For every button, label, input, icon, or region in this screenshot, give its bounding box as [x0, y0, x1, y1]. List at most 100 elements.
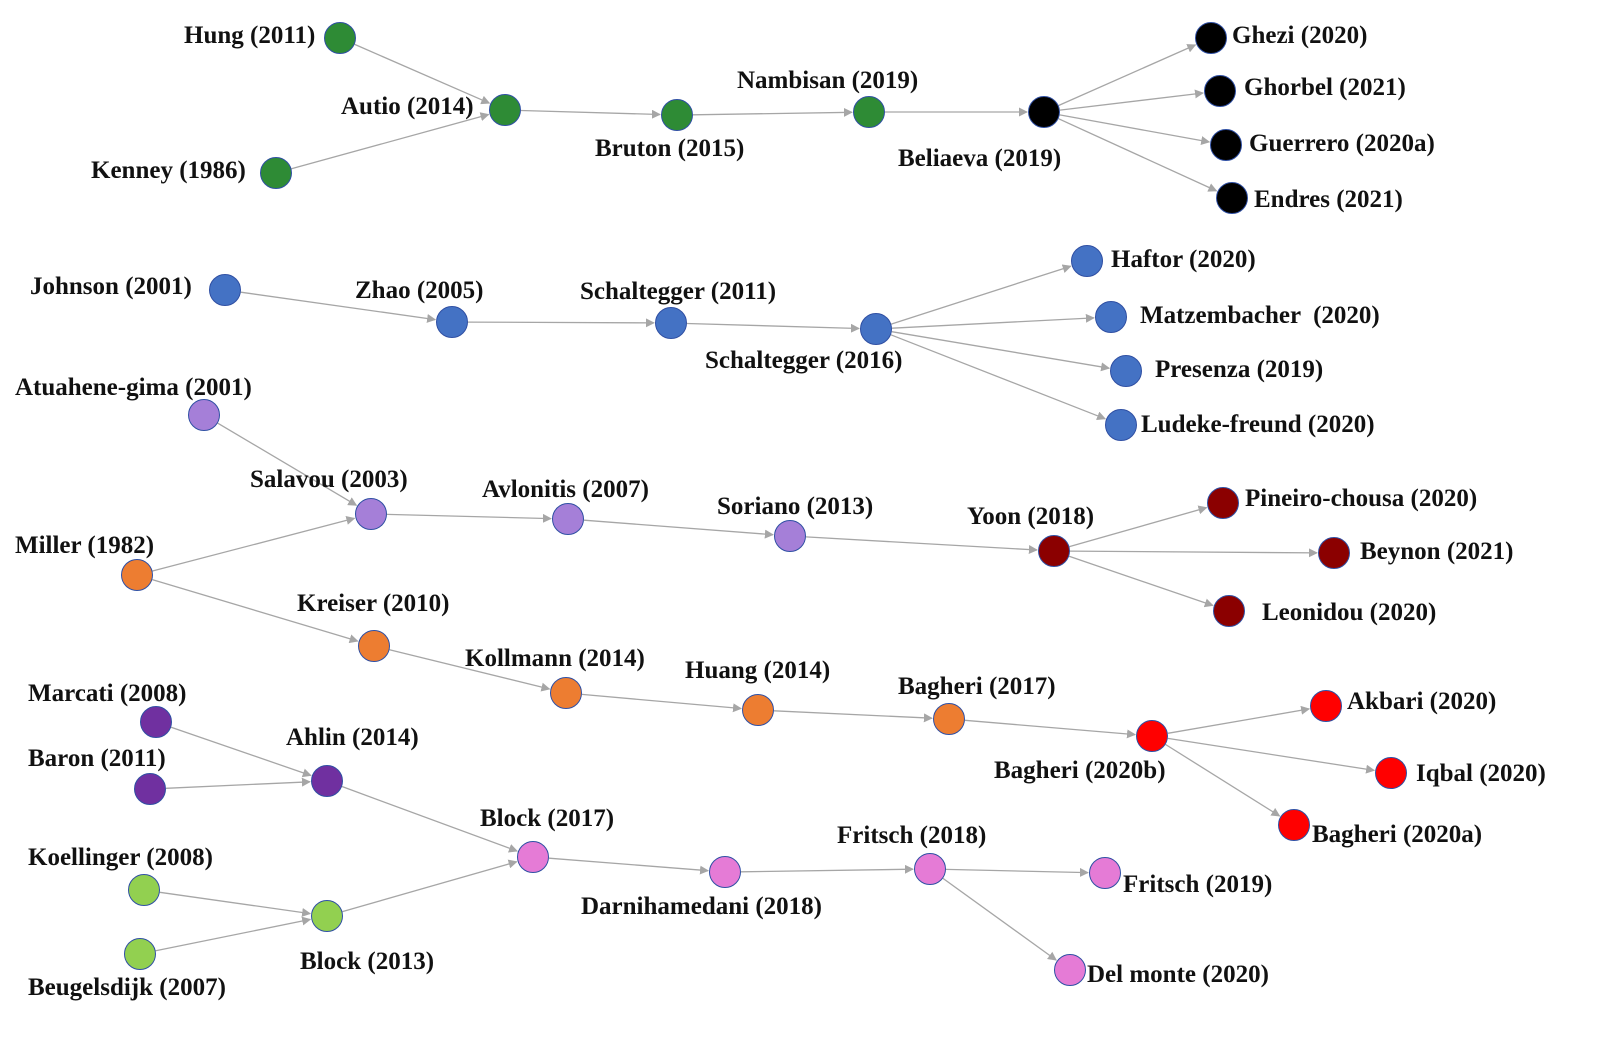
- node-block2017: [517, 841, 549, 873]
- node-kreiser2010: [358, 630, 390, 662]
- node-nambisan2019: [853, 96, 885, 128]
- node-ahlin2014: [311, 765, 343, 797]
- edge-schaltegger2016-to-haftor2020: [891, 264, 1072, 325]
- edge-bagheri2020b-to-akbari2020: [1167, 705, 1311, 734]
- edge-ahlin2014-to-block2017: [341, 785, 518, 853]
- node-label-matzembacher2020: Matzembacher (2020): [1140, 302, 1380, 329]
- node-label-bruton2015: Bruton (2015): [595, 135, 745, 162]
- edge-beliaeva2019-to-ghorbel2021: [1059, 89, 1204, 111]
- node-label-salavou2003: Salavou (2003): [250, 466, 408, 493]
- node-label-zhao2005: Zhao (2005): [355, 277, 484, 304]
- edge-darnihamedani2018-to-fritsch2018: [740, 864, 914, 874]
- node-label-akbari2020: Akbari (2020): [1347, 688, 1497, 715]
- node-autio2014: [489, 94, 521, 126]
- edge-fritsch2018-to-delmonte2020: [942, 877, 1057, 961]
- node-atuahene2001: [188, 399, 220, 431]
- node-label-block2017: Block (2017): [480, 805, 615, 832]
- node-label-ludeke2020: Ludeke-freund (2020): [1141, 411, 1375, 438]
- node-zhao2005: [436, 306, 468, 338]
- node-darnihamedani2018: [709, 856, 741, 888]
- node-label-haftor2020: Haftor (2020): [1111, 246, 1256, 273]
- node-iqbal2020: [1375, 757, 1407, 789]
- edge-bagheri2017-to-bagheri2020b: [964, 719, 1136, 739]
- node-label-marcati2008: Marcati (2008): [28, 680, 187, 707]
- node-kollmann2014: [550, 677, 582, 709]
- node-kenney1986: [260, 157, 292, 189]
- edge-kenney1986-to-autio2014: [291, 112, 490, 170]
- node-label-yoon2018: Yoon (2018): [967, 503, 1095, 530]
- edge-block2013-to-block2017: [342, 859, 518, 913]
- node-label-baron2011: Baron (2011): [28, 745, 166, 772]
- node-huang2014: [742, 694, 774, 726]
- node-label-bagheri2017: Bagheri (2017): [898, 673, 1056, 700]
- node-label-avlonitis2007: Avlonitis (2007): [482, 476, 649, 503]
- node-label-pineiro2020: Pineiro-chousa (2020): [1245, 485, 1478, 512]
- edge-zhao2005-to-schaltegger2011: [467, 318, 655, 328]
- edge-yoon2018-to-beynon2021: [1069, 548, 1318, 558]
- edge-johnson2001-to-zhao2005: [240, 291, 437, 323]
- node-label-block2013: Block (2013): [300, 948, 435, 975]
- node-label-soriano2013: Soriano (2013): [717, 493, 874, 520]
- node-label-guerrero2020a: Guerrero (2020a): [1249, 130, 1435, 157]
- edge-miller1982-to-salavou2003: [152, 515, 356, 572]
- node-marcati2008: [140, 706, 172, 738]
- edge-baron2011-to-ahlin2014: [165, 777, 311, 789]
- edge-soriano2013-to-yoon2018: [805, 536, 1038, 555]
- edge-schaltegger2016-to-presenza2019: [891, 331, 1111, 372]
- node-johnson2001: [209, 274, 241, 306]
- edge-beugelsdijk2007-to-block2013: [155, 916, 312, 952]
- node-label-leonidou2020: Leonidou (2020): [1262, 599, 1437, 626]
- node-label-ahlin2014: Ahlin (2014): [286, 724, 419, 751]
- node-label-iqbal2020: Iqbal (2020): [1416, 760, 1546, 787]
- node-label-atuahene2001: Atuahene-gima (2001): [15, 374, 252, 401]
- node-label-kenney1986: Kenney (1986): [91, 157, 246, 184]
- node-label-huang2014: Huang (2014): [685, 657, 831, 684]
- node-guerrero2020a: [1210, 129, 1242, 161]
- node-avlonitis2007: [552, 503, 584, 535]
- edge-kollmann2014-to-huang2014: [581, 693, 742, 713]
- edge-hung2011-to-autio2014: [354, 43, 491, 105]
- node-label-autio2014: Autio (2014): [341, 93, 474, 120]
- node-salavou2003: [355, 498, 387, 530]
- node-label-johnson2001: Johnson (2001): [30, 273, 192, 300]
- node-matzembacher2020: [1095, 301, 1127, 333]
- node-schaltegger2011: [655, 307, 687, 339]
- node-label-endres2021: Endres (2021): [1254, 186, 1403, 213]
- node-beugelsdijk2007: [124, 938, 156, 970]
- node-fritsch2019: [1089, 857, 1121, 889]
- node-label-kreiser2010: Kreiser (2010): [297, 590, 450, 617]
- node-label-miller1982: Miller (1982): [15, 532, 155, 559]
- node-miller1982: [121, 559, 153, 591]
- edge-schaltegger2016-to-matzembacher2020: [891, 313, 1095, 329]
- edge-bagheri2020b-to-iqbal2020: [1167, 737, 1376, 774]
- node-presenza2019: [1110, 355, 1142, 387]
- edge-beliaeva2019-to-ghezi2020: [1058, 44, 1197, 107]
- node-soriano2013: [774, 520, 806, 552]
- node-block2013: [311, 900, 343, 932]
- edge-bruton2015-to-nambisan2019: [692, 107, 853, 117]
- node-label-nambisan2019: Nambisan (2019): [737, 67, 919, 94]
- edge-koellinger2008-to-block2013: [159, 891, 312, 917]
- edge-atuahene2001-to-salavou2003: [217, 422, 358, 506]
- edge-yoon2018-to-pineiro2020: [1069, 505, 1208, 548]
- node-label-ghorbel2021: Ghorbel (2021): [1244, 74, 1406, 101]
- node-bruton2015: [661, 99, 693, 131]
- node-label-hung2011: Hung (2011): [184, 22, 316, 49]
- node-beliaeva2019: [1028, 96, 1060, 128]
- edge-avlonitis2007-to-soriano2013: [583, 519, 774, 539]
- edge-schaltegger2011-to-schaltegger2016: [686, 322, 860, 333]
- edge-miller1982-to-kreiser2010: [152, 578, 359, 644]
- node-fritsch2018: [914, 853, 946, 885]
- edge-huang2014-to-bagheri2017: [773, 710, 933, 723]
- node-ludeke2020: [1105, 409, 1137, 441]
- node-label-delmonte2020: Del monte (2020): [1087, 961, 1269, 988]
- node-label-presenza2019: Presenza (2019): [1155, 356, 1324, 383]
- node-label-beliaeva2019: Beliaeva (2019): [898, 145, 1062, 172]
- node-yoon2018: [1038, 535, 1070, 567]
- node-baron2011: [134, 773, 166, 805]
- node-schaltegger2016: [860, 313, 892, 345]
- node-label-schaltegger2011: Schaltegger (2011): [580, 278, 777, 305]
- node-koellinger2008: [128, 874, 160, 906]
